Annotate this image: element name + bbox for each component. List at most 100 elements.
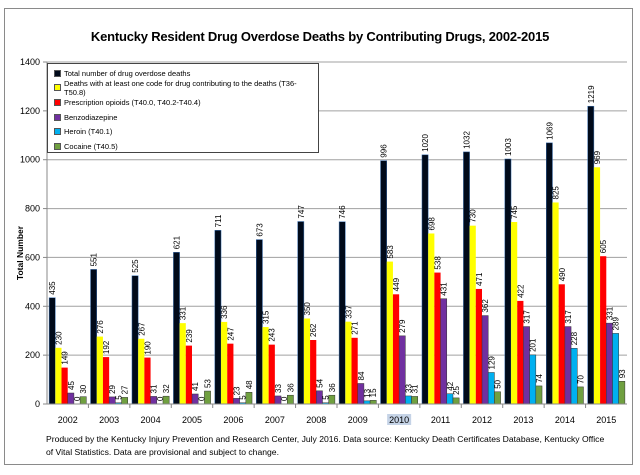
x-axis-ticks: 2002 2003 2004 2005 2006 2007 2008 2009 2010 2011… <box>58 404 616 425</box>
bar-5-2010 <box>405 395 412 405</box>
bar-1-2010 <box>380 160 387 405</box>
bar-3-2009 <box>351 337 358 404</box>
data-label: 228 <box>570 331 579 345</box>
data-label: 5 <box>239 395 248 400</box>
data-label: 31 <box>411 384 420 393</box>
y-tick-label: 200 <box>25 350 40 360</box>
data-label: 673 <box>255 223 264 237</box>
bar-3-2011 <box>434 272 441 404</box>
x-tick-label: 2015 <box>596 415 616 425</box>
y-tick-label: 400 <box>25 301 40 311</box>
y-axis-ticks: 0 200 400 600 800 1000 1200 1400 <box>20 57 47 409</box>
bar-6-2015 <box>618 381 626 405</box>
y-tick-label: 600 <box>25 252 40 262</box>
data-label: 422 <box>516 284 525 298</box>
data-label: 15 <box>369 388 378 397</box>
data-label: 5 <box>322 395 331 400</box>
data-label: 190 <box>143 341 152 355</box>
data-label: 969 <box>593 150 602 164</box>
bar-2-2002 <box>55 347 62 404</box>
data-label: 279 <box>398 319 407 333</box>
data-label: 33 <box>404 383 413 392</box>
data-label: 33 <box>274 383 283 392</box>
bar-5-2015 <box>612 333 619 405</box>
data-label: 53 <box>204 379 213 388</box>
data-label: 267 <box>137 322 146 336</box>
legend-item: Heroin (T40.1) <box>54 124 318 139</box>
bar-2-2007 <box>262 327 269 404</box>
bar-6-2014 <box>577 386 584 405</box>
bar-1-2015 <box>587 105 595 405</box>
bar-1-2013 <box>504 158 512 405</box>
x-tick-label: 2012 <box>472 415 492 425</box>
data-label: 149 <box>61 351 70 365</box>
x-tick-label: 2013 <box>513 415 533 425</box>
data-label: 84 <box>357 371 366 380</box>
data-label: 276 <box>96 320 105 334</box>
x-tick-label: 2009 <box>348 415 368 425</box>
data-label: 337 <box>344 305 353 319</box>
data-label: 5 <box>114 395 123 400</box>
data-label: 1003 <box>504 138 513 156</box>
x-tick-label: 2011 <box>431 415 450 425</box>
bar-2-2009 <box>345 321 352 404</box>
legend-label: Cocaine (T40.5) <box>64 141 118 151</box>
data-label: 435 <box>48 281 57 295</box>
x-tick-label: 2005 <box>182 415 202 425</box>
bar-3-2015 <box>600 256 607 404</box>
y-tick-label: 1200 <box>20 106 40 116</box>
data-label: 315 <box>262 310 271 324</box>
data-label: 317 <box>523 310 532 324</box>
bars <box>48 105 626 405</box>
bar-6-2010 <box>411 396 418 405</box>
legend-item: Benzodiazepine <box>54 110 318 125</box>
bar-2-2006 <box>221 321 228 404</box>
data-label: 1020 <box>421 133 430 151</box>
legend-swatch <box>54 128 61 136</box>
data-label: 747 <box>297 205 306 219</box>
data-label: 13 <box>363 388 372 397</box>
x-tick-label: 2002 <box>58 415 78 425</box>
bar-6-2012 <box>494 391 501 405</box>
data-label: 0 <box>280 396 289 401</box>
legend-label: Prescription opioids (T40.0, T40.2-T40.4… <box>64 97 201 107</box>
data-label: 350 <box>303 302 312 316</box>
data-label: 70 <box>576 374 585 383</box>
bar-3-2003 <box>102 357 110 404</box>
bar-2-2014 <box>552 202 559 404</box>
data-label: 93 <box>618 369 627 378</box>
data-label: 746 <box>338 205 347 219</box>
bar-2-2012 <box>469 225 476 404</box>
data-label: 29 <box>108 384 117 393</box>
bar-2-2010 <box>386 261 393 404</box>
y-tick-label: 800 <box>25 204 40 214</box>
data-label: 31 <box>150 384 159 393</box>
bar-3-2007 <box>268 344 275 404</box>
data-label: 36 <box>286 383 295 392</box>
data-label: 243 <box>268 328 277 342</box>
data-label: 50 <box>494 379 503 388</box>
data-label: 32 <box>162 384 171 393</box>
legend-swatch <box>54 84 61 92</box>
data-label: 247 <box>226 327 235 341</box>
bar-2-2003 <box>96 336 103 404</box>
data-label: 271 <box>351 321 360 335</box>
data-label: 583 <box>386 245 395 259</box>
data-label: 1032 <box>463 131 472 149</box>
data-label: 41 <box>191 382 200 391</box>
legend-item: Cocaine (T40.5) <box>54 139 318 154</box>
bar-3-2013 <box>517 300 524 404</box>
data-label: 331 <box>179 306 188 320</box>
bar-3-2008 <box>310 339 317 404</box>
data-label: 48 <box>245 380 254 389</box>
legend-label: Total number of drug overdose deaths <box>64 68 191 78</box>
data-label: 201 <box>529 338 538 352</box>
x-tick-highlight <box>387 414 412 425</box>
data-label: 431 <box>440 282 449 296</box>
data-label: 317 <box>564 310 573 324</box>
bar-3-2006 <box>227 343 234 404</box>
data-label: 54 <box>315 378 324 387</box>
bar-2-2015 <box>593 167 601 404</box>
bar-1-2004 <box>131 275 139 405</box>
data-label: 551 <box>90 253 99 267</box>
